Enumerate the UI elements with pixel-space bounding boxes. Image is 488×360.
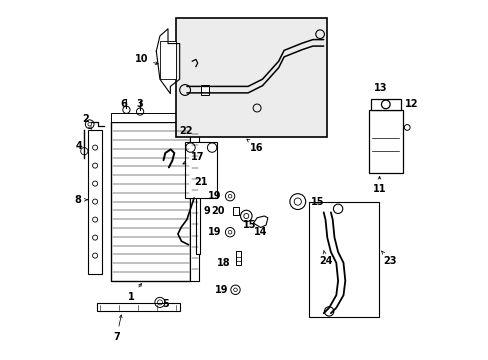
Bar: [160, 41, 176, 79]
Text: 22: 22: [179, 126, 193, 136]
Text: 4: 4: [75, 141, 82, 151]
Bar: [111, 113, 190, 122]
Text: 8: 8: [75, 195, 87, 205]
Text: 12: 12: [404, 99, 417, 109]
Text: 2: 2: [82, 114, 91, 129]
Text: 7: 7: [113, 315, 122, 342]
Text: 5: 5: [162, 299, 168, 309]
Bar: [190, 122, 199, 281]
Text: 24: 24: [319, 251, 332, 266]
Bar: [368, 110, 402, 173]
Text: 15: 15: [243, 220, 256, 230]
Text: 1: 1: [127, 284, 141, 302]
Text: 13: 13: [373, 83, 386, 93]
Text: 3: 3: [137, 99, 143, 109]
Text: 18: 18: [216, 258, 230, 268]
Bar: [176, 18, 326, 137]
Text: 16: 16: [246, 139, 264, 153]
Text: 23: 23: [381, 251, 396, 266]
Text: 17: 17: [183, 152, 203, 164]
Polygon shape: [253, 216, 267, 228]
Text: 14: 14: [253, 227, 267, 237]
Bar: [201, 85, 209, 95]
Bar: [309, 202, 379, 317]
Bar: [235, 251, 240, 265]
Text: 15: 15: [310, 197, 324, 207]
Bar: [370, 99, 400, 110]
Text: 21: 21: [193, 177, 207, 187]
Bar: [185, 142, 217, 198]
Bar: [111, 122, 190, 281]
Text: 11: 11: [372, 176, 386, 194]
Text: 19: 19: [207, 191, 221, 201]
Bar: [196, 189, 200, 254]
Bar: [97, 303, 179, 311]
Bar: [232, 207, 239, 215]
Text: 19: 19: [207, 227, 221, 237]
Text: 10: 10: [134, 54, 158, 64]
Bar: [88, 130, 102, 274]
Text: 6: 6: [120, 99, 127, 109]
Text: 19: 19: [214, 285, 228, 295]
Text: 9: 9: [203, 206, 209, 216]
Text: 20: 20: [211, 206, 224, 216]
